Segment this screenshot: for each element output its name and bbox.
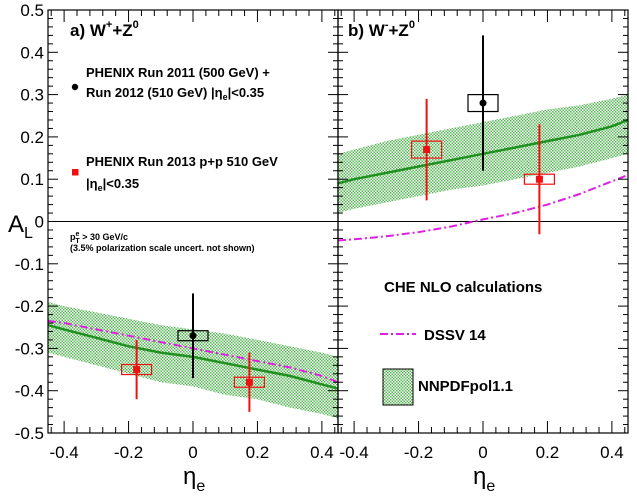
panel-a-title-main: a) W [70, 21, 107, 40]
pt-cut-annotation: pe T > 30 GeV/c [70, 231, 128, 245]
data-point-black [479, 99, 487, 107]
legend-entry1-line2-pre: Run 2012 (510 GeV) |η [86, 85, 223, 100]
y-tick-label: 0.3 [20, 86, 44, 105]
legend-entry2-line2: |ηe|<0.35 [86, 176, 139, 193]
x-tick-label: -0.4 [339, 443, 368, 462]
x-tick-label: 0.4 [310, 443, 334, 462]
panel-b-data [411, 35, 555, 235]
legend-nnpdf-swatch [382, 368, 414, 406]
panel-a-title-sup: + [106, 19, 112, 31]
x-tick-label: 0 [478, 443, 487, 462]
x-axis-label-a-sub: e [196, 478, 205, 495]
y-axis-label-main: A [8, 211, 24, 238]
legend-entry2-line2-sub: e [98, 183, 103, 193]
systematic-box [467, 93, 499, 113]
systematic-box [177, 330, 209, 342]
data-point-red [245, 378, 253, 386]
systematic-box [411, 140, 443, 159]
legend-dssv-label: DSSV 14 [424, 327, 486, 344]
x-tick-label: -0.2 [404, 443, 433, 462]
panel-b-title-tail: +Z [389, 21, 409, 40]
legend-marker-black-circle [71, 83, 79, 91]
panel-a-legend: PHENIX Run 2011 (500 GeV) + Run 2012 (51… [71, 65, 278, 193]
panel-b-title-sup2: 0 [409, 19, 415, 31]
y-tick-label: 0.5 [20, 1, 44, 20]
x-tick-label: -0.2 [114, 443, 143, 462]
panel-b-title-main: b) W [348, 21, 386, 40]
x-axis-label-b-sub: e [486, 478, 495, 495]
y-tick-label: -0.4 [15, 382, 44, 401]
panel-a-title: a) W++Z0 [70, 19, 139, 40]
pt-cut-sup: e [76, 231, 80, 238]
panel-b-title: b) W-+Z0 [348, 19, 415, 40]
legend-entry2-line2-post: |<0.35 [103, 176, 140, 191]
y-axis-label-sub: L [24, 225, 33, 242]
systematic-box [523, 173, 555, 185]
dssv14-line [338, 174, 628, 242]
legend-entry1-line1: PHENIX Run 2011 (500 GeV) + [86, 65, 270, 80]
legend-entry1-line2-post: |<0.35 [228, 85, 265, 100]
x-tick-label: 0.2 [536, 443, 560, 462]
systematic-box [233, 376, 265, 388]
x-axis-label-a-main: η [183, 463, 196, 490]
y-tick-label: -0.2 [15, 297, 44, 316]
y-tick-label: -0.3 [15, 339, 44, 358]
legend-entry1-line2-sub: e [223, 92, 228, 102]
x-tick-label: 0 [188, 443, 197, 462]
legend-nnpdf-label: NNPDFpol1.1 [418, 378, 513, 395]
pt-cut-sub: T [75, 238, 80, 245]
x-tick-label: -0.4 [49, 443, 78, 462]
panel-b-legend: CHE NLO calculations DSSV 14 NNPDFpol1.1 [380, 279, 542, 406]
y-tick-label: 0.1 [20, 170, 44, 189]
panel-b-axes: -0.4 -0.2 0 0.2 0.4 [337, 9, 629, 462]
panel-a-data [121, 293, 265, 412]
data-point-red [535, 175, 543, 183]
x-tick-label: 0.4 [600, 443, 624, 462]
y-tick-label: 0 [35, 213, 44, 232]
x-axis-label-a: ηe [183, 463, 205, 495]
x-axis-label-b: ηe [473, 463, 495, 495]
data-point-red [423, 146, 431, 154]
panel-b: -0.4 -0.2 0 0.2 0.4 [337, 9, 629, 462]
pt-cut-post: > 30 GeV/c [80, 232, 128, 242]
y-axis-label: AL [8, 211, 33, 242]
legend-entry2-line2-pre: |η [86, 176, 98, 191]
y-tick-label: 0.2 [20, 128, 44, 147]
panel-a-title-sup2: 0 [133, 19, 139, 31]
polarization-note: (3.5% polarization scale uncert. not sho… [70, 243, 255, 253]
legend-entry2-line1: PHENIX Run 2013 p+p 510 GeV [86, 154, 278, 169]
y-tick-label: -0.1 [15, 255, 44, 274]
legend-marker-red-square [72, 169, 79, 176]
pt-cut-pre: p [70, 232, 76, 242]
panel-b-title-sup: - [385, 19, 389, 31]
data-point-red [133, 366, 141, 374]
y-tick-label: 0.4 [20, 43, 44, 62]
data-point-black [189, 332, 197, 340]
legend-title: CHE NLO calculations [384, 279, 542, 296]
legend-entry1-line2: Run 2012 (510 GeV) |ηe|<0.35 [86, 85, 264, 102]
y-tick-label: -0.5 [15, 424, 44, 443]
panel-a-title-tail: +Z [112, 21, 132, 40]
x-axis-label-b-main: η [473, 463, 486, 490]
x-tick-label: 0.2 [246, 443, 270, 462]
systematic-box [121, 363, 153, 376]
